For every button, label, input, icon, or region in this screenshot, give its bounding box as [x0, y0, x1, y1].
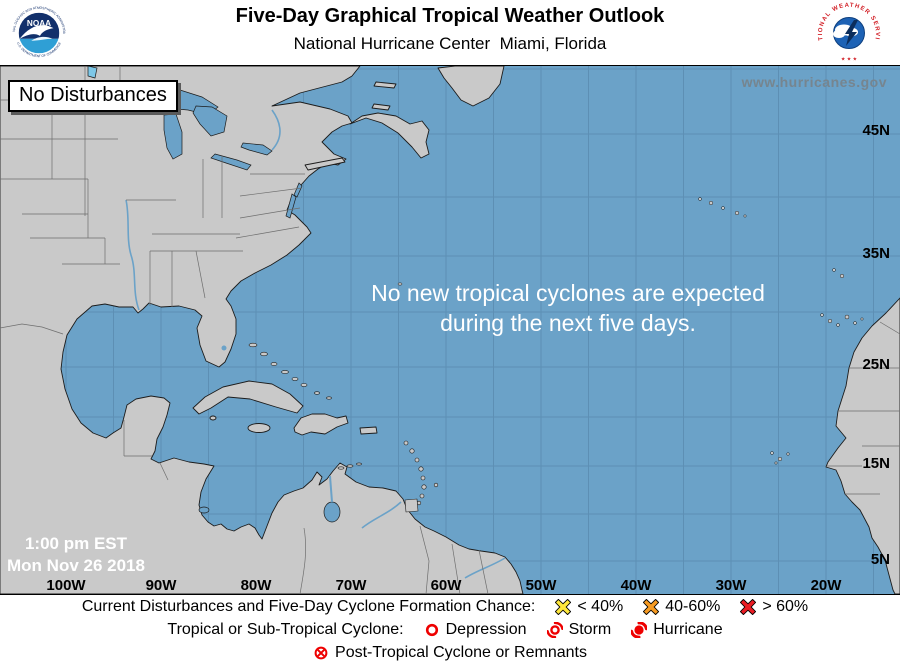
island [397, 282, 403, 286]
island-chain [248, 342, 332, 400]
storm-icon [546, 622, 563, 638]
outlook-map[interactable]: No Disturbances www.hurricanes.gov No ne… [0, 65, 900, 595]
nws-logo-icon: NATIONAL WEATHER SERVICE ★ ★ ★ [818, 3, 879, 63]
issuance-time: 1:00 pm EST [24, 534, 128, 553]
lake [221, 345, 227, 351]
page-title: Five-Day Graphical Tropical Weather Outl… [235, 5, 665, 27]
latitude-label: 25N [862, 356, 890, 373]
noaa-logo-text: NOAA [27, 19, 51, 28]
legend-item-post-tropical: Post-Tropical Cyclone or Remnants [313, 644, 587, 662]
legend: Current Disturbances and Five-Day Cyclon… [0, 595, 900, 665]
lake [210, 153, 252, 171]
latitude-label: 15N [862, 455, 890, 472]
longitude-label: 70W [335, 577, 367, 594]
island [371, 103, 391, 111]
legend-item-gt60: > 60% [740, 598, 808, 616]
watermark-url: www.hurricanes.gov [741, 74, 887, 90]
bay [285, 193, 297, 219]
lake [323, 501, 341, 523]
island [349, 112, 430, 159]
legend-item-label: Post-Tropical Cyclone or Remnants [335, 644, 587, 661]
island-chain [698, 197, 864, 465]
depression-icon [425, 623, 438, 637]
outlook-message-line2: during the next five days. [440, 310, 696, 336]
island [247, 423, 271, 433]
legend-item-label: 40-60% [665, 598, 721, 615]
legend-row-cyclone: Tropical or Sub-Tropical Cyclone: Depres… [0, 619, 900, 641]
page-subtitle: National Hurricane Center Miami, Florida [293, 34, 607, 53]
river-group [125, 109, 506, 579]
status-badge: No Disturbances [8, 80, 178, 112]
legend-item-label: Depression [445, 621, 527, 638]
x-marker-red-icon [740, 599, 757, 615]
nws-stars: ★ ★ ★ [841, 57, 858, 63]
legend-item-label: Storm [568, 621, 612, 638]
cyclone-type-label: Tropical or Sub-Tropical Cyclone: [167, 621, 404, 638]
post-tropical-icon [314, 646, 328, 660]
bay [293, 182, 303, 198]
x-marker-yellow-icon [555, 599, 572, 615]
legend-item-hurricane: Hurricane [631, 621, 723, 639]
longitude-label: 100W [46, 577, 86, 594]
latitude-label: 35N [862, 245, 890, 262]
legend-item-label: < 40% [577, 598, 624, 615]
island [209, 415, 217, 421]
legend-item-depression: Depression [424, 621, 527, 639]
legend-row-formation: Current Disturbances and Five-Day Cyclon… [0, 596, 900, 618]
issuance-timestamp: 1:00 pm EST Mon Nov 26 2018 [6, 533, 146, 577]
legend-row-post-tropical: Post-Tropical Cyclone or Remnants [0, 642, 900, 664]
island [437, 66, 505, 107]
border-lines-group [0, 66, 900, 594]
issuance-date: Mon Nov 26 2018 [7, 556, 145, 575]
longitude-label: 40W [620, 577, 652, 594]
lake [192, 105, 228, 137]
legend-item-label: Hurricane [653, 621, 723, 638]
outlook-message-line1: No new tropical cyclones are expected [371, 280, 765, 306]
lake [163, 113, 183, 160]
longitude-label: 60W [430, 577, 462, 594]
longitude-label: 50W [525, 577, 557, 594]
outlook-message: No new tropical cyclones are expected du… [330, 278, 806, 338]
island [192, 380, 304, 415]
island [293, 413, 349, 436]
island [304, 157, 346, 171]
latitude-label: 45N [862, 122, 890, 139]
hurricane-icon [631, 622, 648, 638]
latitude-label: 5N [870, 551, 890, 568]
header: NOAA NATIONAL OCEANIC AND ATMOSPHERIC AD… [0, 0, 900, 65]
island [373, 81, 397, 89]
noaa-logo-icon: NOAA NATIONAL OCEANIC AND ATMOSPHERIC AD… [10, 4, 68, 62]
longitude-label: 90W [145, 577, 177, 594]
legend-item-storm: Storm [546, 621, 612, 639]
longitude-label: 30W [715, 577, 747, 594]
lake [87, 66, 98, 79]
legend-item-lt40: < 40% [555, 598, 623, 616]
island [359, 426, 378, 435]
legend-item-label: > 60% [762, 598, 809, 615]
lake [198, 506, 210, 514]
longitude-label: 80W [240, 577, 272, 594]
legend-item-40-60: 40-60% [643, 598, 720, 616]
x-marker-orange-icon [643, 599, 660, 615]
formation-chance-label: Current Disturbances and Five-Day Cyclon… [81, 598, 536, 615]
lake [240, 142, 273, 156]
island-chain [337, 440, 439, 513]
longitude-label: 20W [810, 577, 842, 594]
